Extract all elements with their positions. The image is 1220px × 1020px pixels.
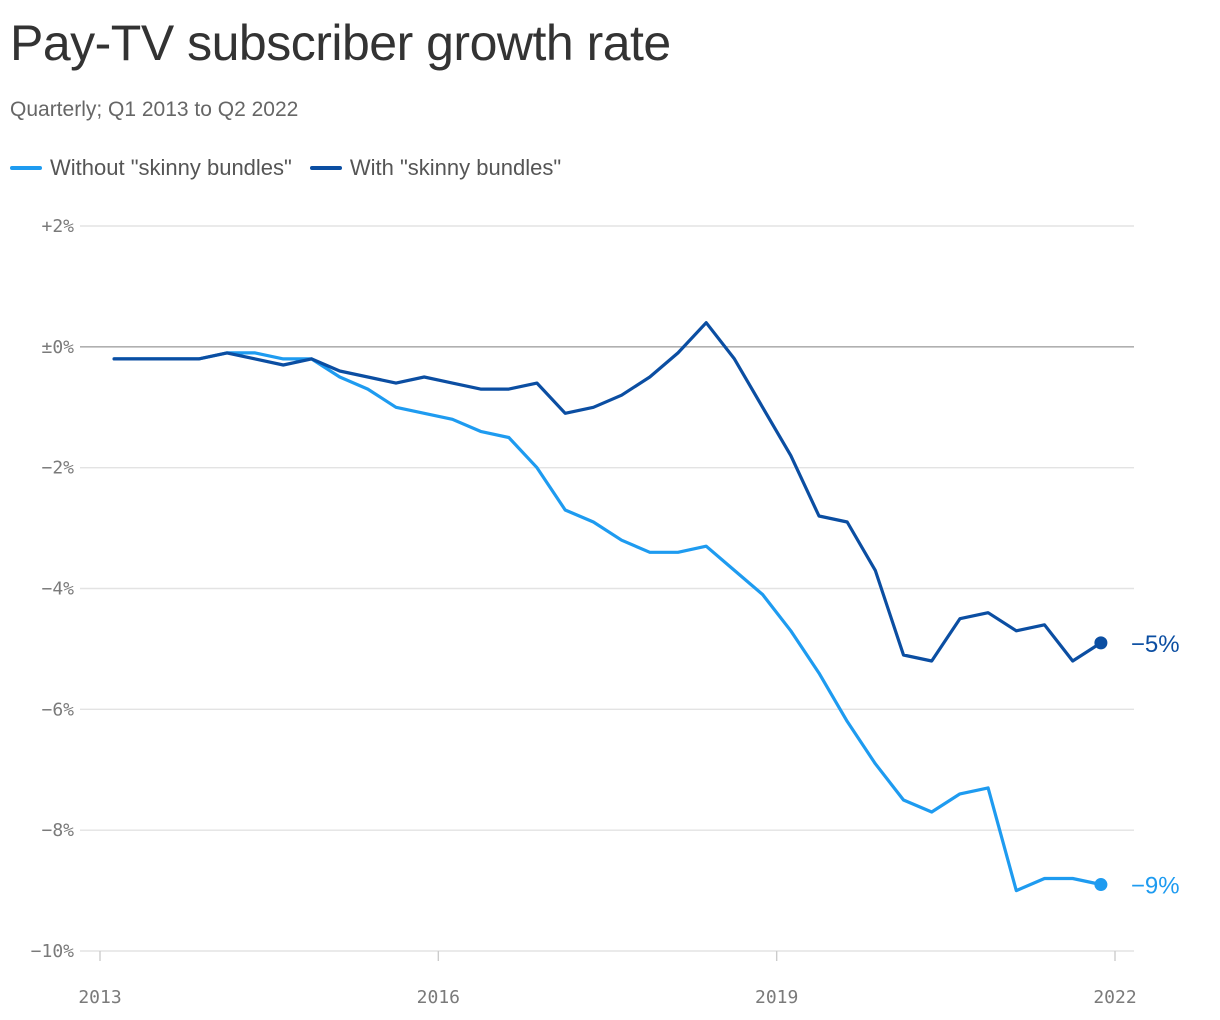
x-tick-label: 2016 [417, 987, 460, 1008]
y-tick-label: −10% [31, 941, 75, 962]
series-line-with-skinny [112, 321, 1103, 663]
legend-swatch-with-skinny [309, 166, 342, 170]
y-tick-label: ±0% [41, 337, 74, 358]
x-tick-label: 2022 [1093, 987, 1136, 1008]
y-tick-label: −8% [41, 820, 74, 841]
y-tick-label: −4% [41, 579, 74, 600]
legend-label-without-skinny: Without "skinny bundles" [50, 155, 292, 180]
end-label-with-skinny: −5% [1131, 631, 1180, 658]
y-tick-label: −2% [41, 458, 74, 479]
x-tick-label: 2019 [755, 987, 798, 1008]
y-tick-label: −6% [41, 699, 74, 720]
chart-subtitle: Quarterly; Q1 2013 to Q2 2022 [10, 98, 299, 121]
legend-item-with-skinny: With "skinny bundles" [309, 155, 562, 181]
x-tick-label: 2013 [78, 987, 121, 1008]
legend: Without "skinny bundles" With "skinny bu… [10, 155, 579, 181]
y-tick-label: +2% [41, 216, 74, 237]
legend-item-without-skinny: Without "skinny bundles" [10, 155, 292, 181]
end-point-without-skinny [1094, 878, 1108, 892]
series-line-without-skinny [112, 351, 1103, 893]
end-point-with-skinny [1094, 636, 1108, 650]
legend-swatch-without-skinny [10, 166, 42, 170]
legend-label-with-skinny: With "skinny bundles" [349, 155, 562, 180]
end-label-without-skinny: −9% [1131, 873, 1180, 900]
chart-title: Pay-TV subscriber growth rate [10, 15, 671, 71]
